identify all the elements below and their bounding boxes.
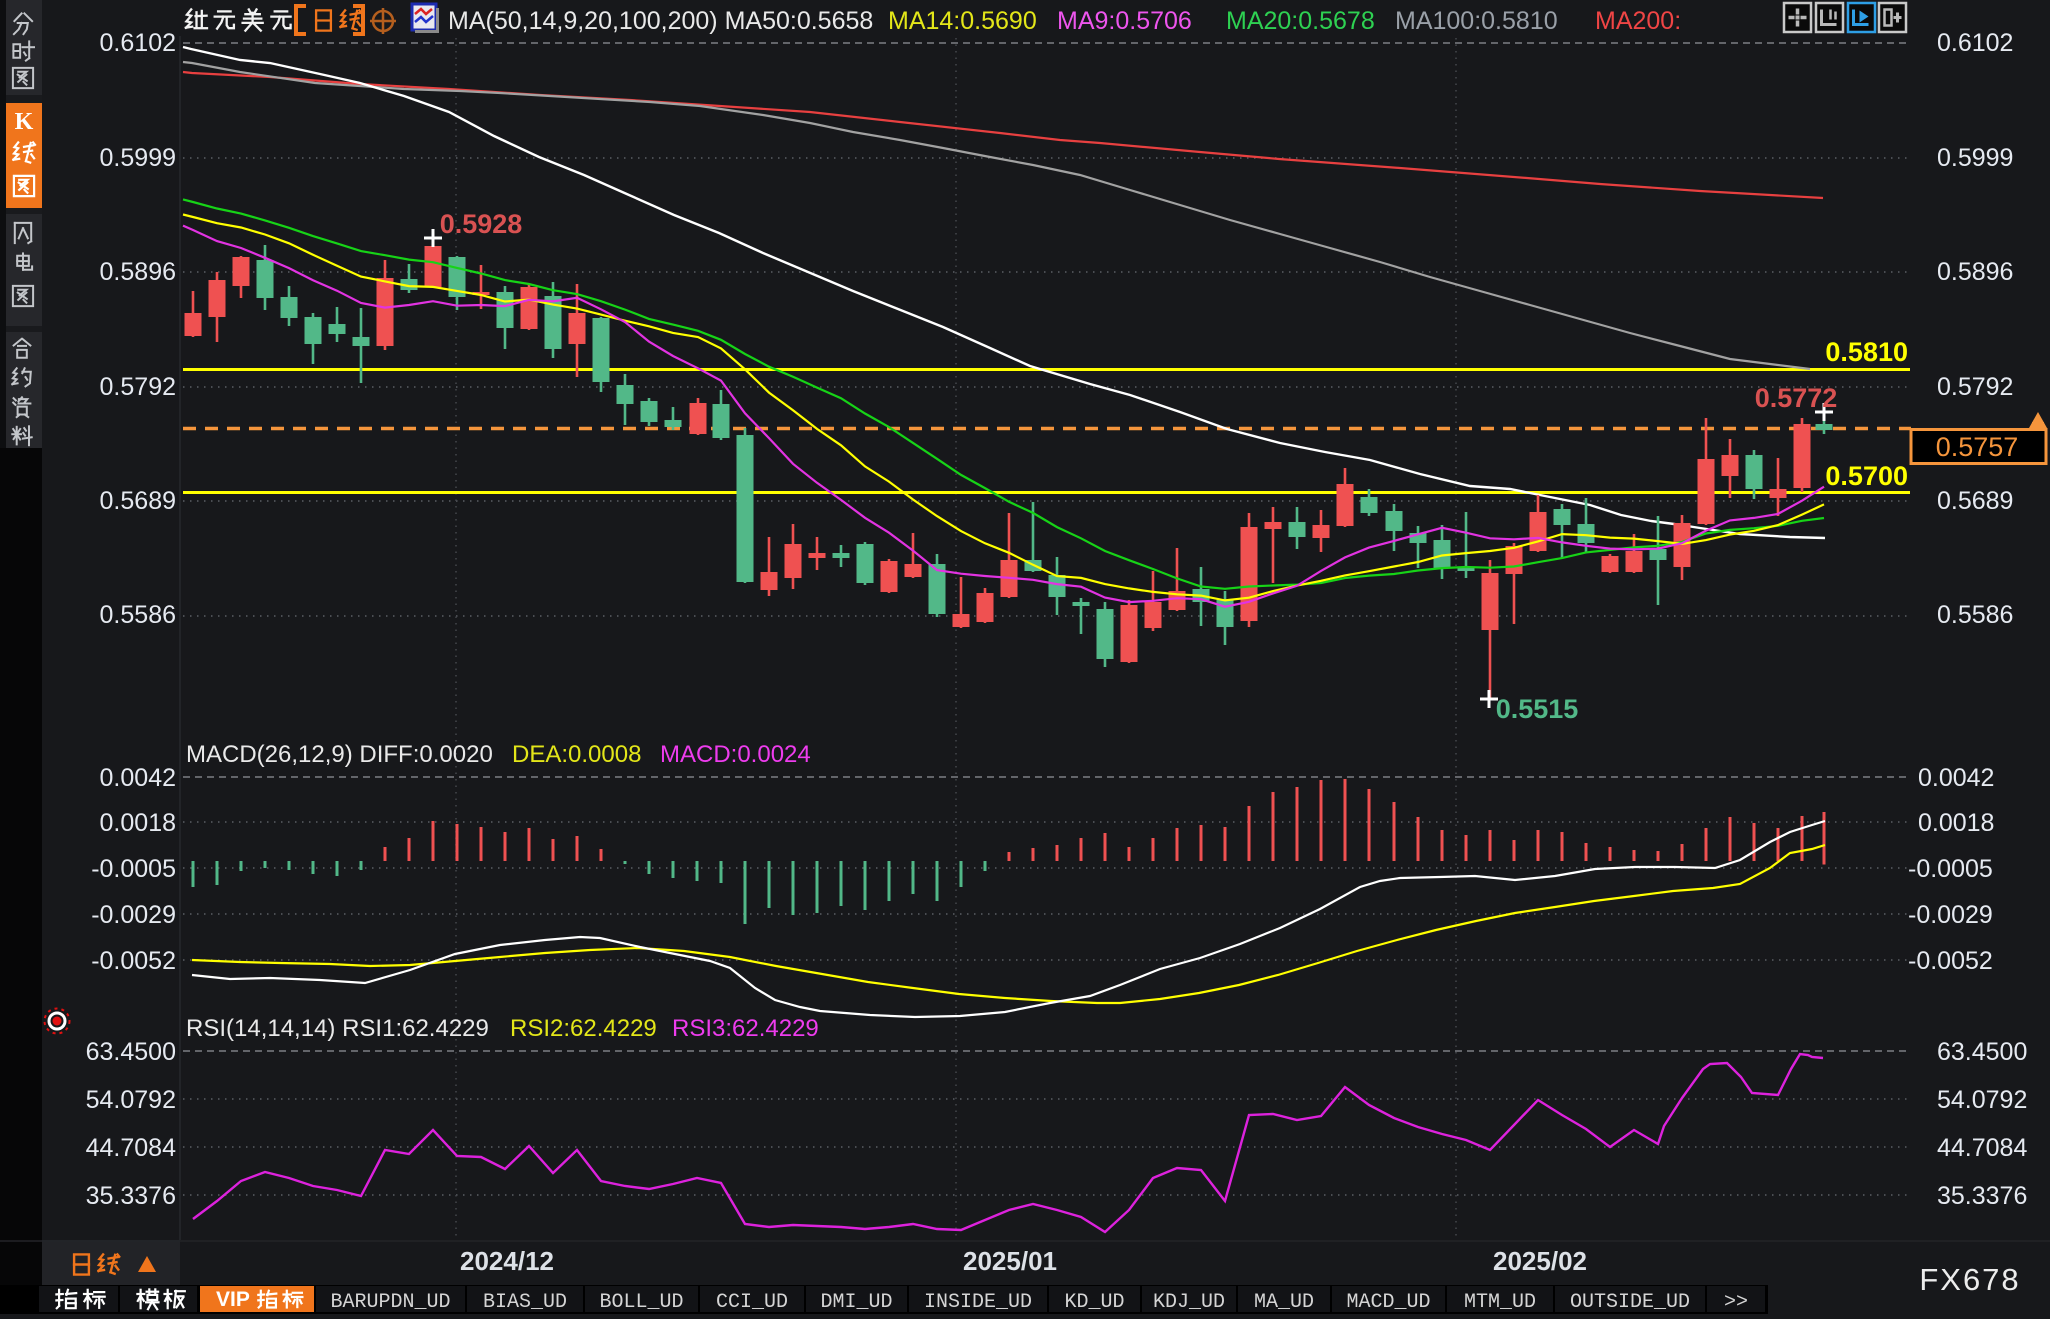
svg-text:44.7084: 44.7084 <box>86 1134 176 1162</box>
svg-text:BIAS_UD: BIAS_UD <box>483 1291 567 1314</box>
svg-text:-0.0005: -0.0005 <box>1908 855 1993 883</box>
svg-text:MACD_UD: MACD_UD <box>1346 1291 1430 1314</box>
svg-text:35.3376: 35.3376 <box>1937 1182 2027 1210</box>
svg-text:2025/02: 2025/02 <box>1493 1246 1587 1276</box>
svg-text:MA_UD: MA_UD <box>1254 1291 1314 1314</box>
svg-text:0.5700: 0.5700 <box>1825 461 1908 491</box>
svg-text:-0.0052: -0.0052 <box>91 947 176 975</box>
svg-text:0.5792: 0.5792 <box>100 373 176 401</box>
svg-text:0.5757: 0.5757 <box>1936 432 2019 462</box>
svg-text:MA14:0.5690: MA14:0.5690 <box>888 7 1037 35</box>
svg-text:0.5772: 0.5772 <box>1755 383 1838 413</box>
svg-text:2025/01: 2025/01 <box>963 1246 1057 1276</box>
svg-text:0.0018: 0.0018 <box>1918 809 1994 837</box>
svg-text:MTM_UD: MTM_UD <box>1464 1291 1536 1314</box>
svg-text:-0.0005: -0.0005 <box>91 855 176 883</box>
svg-text:FX678: FX678 <box>1919 1262 2020 1297</box>
svg-text:MA100:0.5810: MA100:0.5810 <box>1395 7 1558 35</box>
svg-text:MACD(26,12,9) DIFF:0.0020: MACD(26,12,9) DIFF:0.0020 <box>186 741 493 768</box>
svg-text:0.6102: 0.6102 <box>1937 29 2013 57</box>
svg-text:0.5896: 0.5896 <box>100 258 176 286</box>
svg-text:DMI_UD: DMI_UD <box>820 1291 892 1314</box>
svg-text:OUTSIDE_UD: OUTSIDE_UD <box>1570 1291 1690 1314</box>
svg-text:0.6102: 0.6102 <box>100 29 176 57</box>
svg-text:-0.0052: -0.0052 <box>1908 947 1993 975</box>
svg-text:KD_UD: KD_UD <box>1064 1291 1124 1314</box>
svg-text:0.5999: 0.5999 <box>100 144 176 172</box>
svg-text:MA9:0.5706: MA9:0.5706 <box>1057 7 1192 35</box>
svg-text:>>: >> <box>1724 1291 1748 1314</box>
svg-text:0.0042: 0.0042 <box>1918 764 1994 792</box>
svg-text:K: K <box>15 109 34 135</box>
svg-text:-0.0029: -0.0029 <box>1908 901 1993 929</box>
svg-text:INSIDE_UD: INSIDE_UD <box>924 1291 1032 1314</box>
svg-text:0.0018: 0.0018 <box>100 809 176 837</box>
svg-text:0.5586: 0.5586 <box>1937 601 2013 629</box>
svg-text:0.5928: 0.5928 <box>440 209 523 239</box>
svg-text:VIP: VIP <box>216 1288 250 1311</box>
svg-text:0.5689: 0.5689 <box>1937 487 2013 515</box>
svg-text:MA200:: MA200: <box>1595 7 1681 35</box>
svg-text:RSI3:62.4229: RSI3:62.4229 <box>672 1015 819 1042</box>
svg-text:0.5792: 0.5792 <box>1937 373 2013 401</box>
svg-text:RSI2:62.4229: RSI2:62.4229 <box>510 1015 657 1042</box>
svg-text:63.4500: 63.4500 <box>86 1038 176 1066</box>
svg-text:54.0792: 54.0792 <box>86 1086 176 1114</box>
svg-text:0.5586: 0.5586 <box>100 601 176 629</box>
svg-text:MACD:0.0024: MACD:0.0024 <box>660 741 811 768</box>
svg-text:BOLL_UD: BOLL_UD <box>599 1291 683 1314</box>
svg-text:0.0042: 0.0042 <box>100 764 176 792</box>
svg-text:0.5896: 0.5896 <box>1937 258 2013 286</box>
svg-text:RSI(14,14,14) RSI1:62.4229: RSI(14,14,14) RSI1:62.4229 <box>186 1015 489 1042</box>
svg-text:CCI_UD: CCI_UD <box>716 1291 788 1314</box>
svg-text:2024/12: 2024/12 <box>460 1246 554 1276</box>
svg-text:44.7084: 44.7084 <box>1937 1134 2027 1162</box>
svg-text:DEA:0.0008: DEA:0.0008 <box>512 741 641 768</box>
svg-text:0.5999: 0.5999 <box>1937 144 2013 172</box>
svg-text:KDJ_UD: KDJ_UD <box>1153 1291 1225 1314</box>
svg-text:-0.0029: -0.0029 <box>91 901 176 929</box>
svg-text:35.3376: 35.3376 <box>86 1182 176 1210</box>
svg-text:0.5810: 0.5810 <box>1825 337 1908 367</box>
svg-text:63.4500: 63.4500 <box>1937 1038 2027 1066</box>
svg-text:BARUPDN_UD: BARUPDN_UD <box>330 1291 450 1314</box>
svg-text:54.0792: 54.0792 <box>1937 1086 2027 1114</box>
svg-text:0.5515: 0.5515 <box>1496 694 1579 724</box>
svg-text:MA20:0.5678: MA20:0.5678 <box>1226 7 1375 35</box>
svg-text:MA(50,14,9,20,100,200) MA50:0: MA(50,14,9,20,100,200) MA50:0.5658 <box>448 7 873 35</box>
svg-text:0.5689: 0.5689 <box>100 487 176 515</box>
